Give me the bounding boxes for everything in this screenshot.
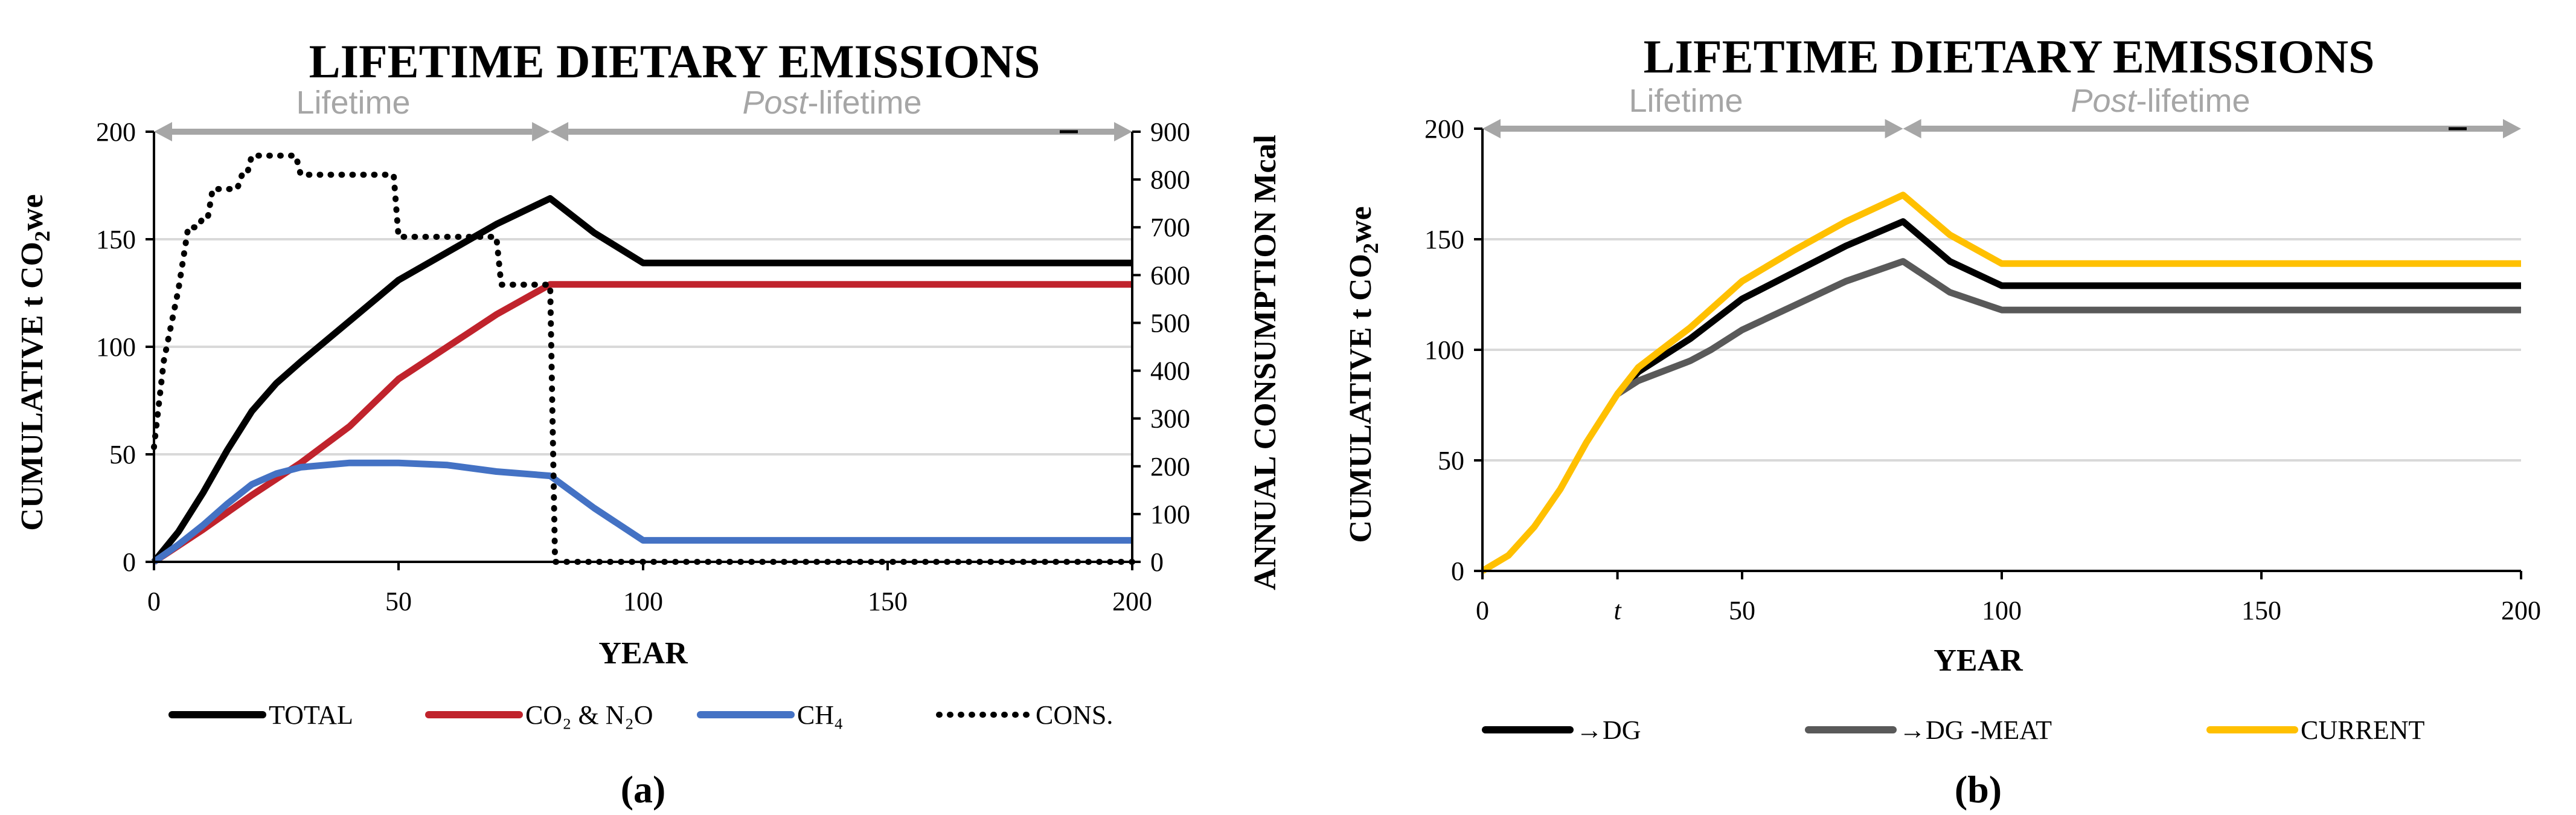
chart-a-title: LIFETIME DIETARY EMISSIONS: [309, 35, 1040, 88]
chart-a-post-italic: Post: [742, 85, 809, 121]
chart-a-y2-tick-label: 400: [1150, 356, 1190, 386]
chart-b-post-italic: Post: [2071, 83, 2137, 119]
chart-a-series-co-n-o: [152, 281, 1132, 565]
chart-a-period-arrow-head-right: [1114, 122, 1132, 141]
chart-b-legend-label-current: CURRENT: [2301, 715, 2424, 745]
chart-a-y2-tick-label: 200: [1150, 452, 1190, 482]
chart-a-x-tick-label: 100: [623, 587, 663, 616]
chart-b-lifetime-label: Lifetime: [1629, 83, 1743, 119]
chart-b-panel-label: (b): [1955, 768, 2002, 811]
chart-b-series-dg: [1615, 218, 2521, 396]
chart-b-ylabel-tail: we: [1344, 206, 1378, 243]
chart-a-y2-tick-label: 600: [1150, 260, 1190, 290]
chart-b-legend-label-dg: →DG: [1576, 715, 1641, 745]
chart-a-period-arrow-head-left: [154, 122, 172, 141]
chart-a-period-arrows: [154, 122, 1132, 141]
chart-b-post-lifetime-label: Post-lifetime: [2071, 83, 2250, 119]
chart-a-tick-labels: 0501001502000100200300400500600700800900…: [96, 117, 1190, 616]
chart-b-period-arrow-head-left: [1903, 119, 1921, 138]
chart-b-legend-label-dg-meat: →DG -MEAT: [1899, 715, 2052, 745]
chart-a-series-cons: [151, 152, 1135, 565]
chart-a-ylabel-main: CUMULATIVE t CO: [15, 242, 50, 531]
chart-a-period-arrow-head-left: [550, 122, 569, 141]
chart-b-x-tick-label: 50: [1729, 596, 1755, 625]
chart-a-x-tick-label: 50: [385, 587, 412, 616]
chart-b-y-tick-label: 0: [1451, 556, 1464, 586]
chart-b-ylabel-main: CUMULATIVE t CO: [1344, 254, 1378, 543]
chart-b-y-axis-label: CUMULATIVE t CO2we: [1344, 206, 1383, 543]
chart-a-y2-axis-label: ANNUAL CONSUMPTION Mcal: [1248, 135, 1283, 590]
chart-b-period-arrows: [1482, 119, 2521, 138]
chart-a-post-rest: -lifetime: [808, 85, 922, 121]
chart-a-y2-tick-label: 900: [1150, 117, 1190, 147]
chart-b-post-rest: -lifetime: [2136, 83, 2251, 119]
chart-b-x-tick-label: 150: [2241, 596, 2281, 625]
chart-a-y2-tick-label: 0: [1150, 547, 1164, 577]
chart-a-series-ch: [152, 459, 1132, 565]
chart-a-lifetime-label: Lifetime: [296, 85, 410, 121]
chart-a-y-tick-label: 50: [109, 440, 136, 469]
chart-a-y-tick-label: 0: [123, 547, 136, 577]
chart-a-x-tick-label: 200: [1112, 587, 1152, 616]
chart-b-series-dg-meat: [1615, 258, 2521, 397]
chart-a-gridlines: [154, 238, 1132, 456]
chart-b-y-tick-label: 200: [1424, 114, 1464, 144]
chart-a-y-axis-label: CUMULATIVE t CO2we: [15, 194, 54, 530]
chart-a-legend-label-ch: CH₄: [797, 700, 843, 730]
chart-b-x-tick-label: 200: [2501, 596, 2541, 625]
chart-panel-a: LIFETIME DIETARY EMISSIONS Lifetime Post…: [15, 35, 1283, 811]
chart-panel-b: LIFETIME DIETARY EMISSIONS Lifetime Post…: [1344, 30, 2541, 811]
chart-a-y2-tick-label: 700: [1150, 213, 1190, 242]
chart-a-series-total: [151, 195, 1132, 564]
chart-a-y2-tick-label: 800: [1150, 165, 1190, 195]
chart-a-y-tick-label: 150: [96, 225, 136, 254]
chart-b-x-tick-label: 0: [1476, 596, 1489, 625]
chart-a-series: [151, 152, 1135, 565]
chart-b-x-axis-label: YEAR: [1934, 643, 2023, 678]
chart-a-post-lifetime-label: Post-lifetime: [742, 85, 921, 121]
chart-a-legend: TOTAL CO₂ & N₂O CH₄ CONS.: [168, 700, 1113, 730]
chart-a-y2-tick-label: 500: [1150, 308, 1190, 338]
chart-a-legend-label-cons: CONS.: [1036, 700, 1113, 730]
chart-b-title: LIFETIME DIETARY EMISSIONS: [1644, 30, 2375, 83]
chart-b-period-arrow-head-right: [1885, 119, 1903, 138]
chart-b-period-arrow-head-right: [2503, 119, 2521, 138]
chart-b-series: [1481, 192, 2521, 574]
chart-a-y2-tick-label: 300: [1150, 404, 1190, 434]
chart-b-x-tick-label: 100: [1982, 596, 2022, 625]
chart-a-x-tick-label: 150: [868, 587, 908, 616]
chart-a-x-axis-label: YEAR: [598, 636, 688, 671]
chart-a-y2-tick-label: 100: [1150, 500, 1190, 529]
chart-b-gridlines: [1482, 238, 2521, 462]
chart-a-legend-label-co-n-o: CO₂ & N₂O: [525, 700, 653, 730]
chart-a-x-tick-label: 0: [147, 587, 161, 616]
chart-b-y-tick-label: 100: [1424, 335, 1464, 365]
chart-b-x-tick-label: t: [1613, 596, 1622, 625]
chart-b-legend: →DG →DG -MEAT CURRENT: [1482, 715, 2424, 745]
chart-b-y-tick-label: 50: [1438, 446, 1464, 475]
chart-b-tick-labels: 0 50 100 150 200 0 t 50 100 150 200: [1424, 114, 2541, 625]
chart-a-y-tick-label: 100: [96, 332, 136, 362]
chart-a-ylabel-tail: we: [15, 194, 50, 231]
chart-a-panel-label: (a): [621, 768, 666, 811]
chart-a-ylabel-sub: 2: [30, 231, 54, 242]
chart-b-series-current: [1481, 192, 2521, 574]
chart-b-ylabel-sub: 2: [1359, 243, 1383, 254]
chart-a-legend-label-total: TOTAL: [269, 700, 353, 730]
chart-b-period-arrow-head-left: [1482, 119, 1501, 138]
chart-b-y-tick-label: 150: [1424, 225, 1464, 254]
chart-a-period-arrow-head-right: [532, 122, 551, 141]
chart-a-y-tick-label: 200: [96, 117, 136, 147]
